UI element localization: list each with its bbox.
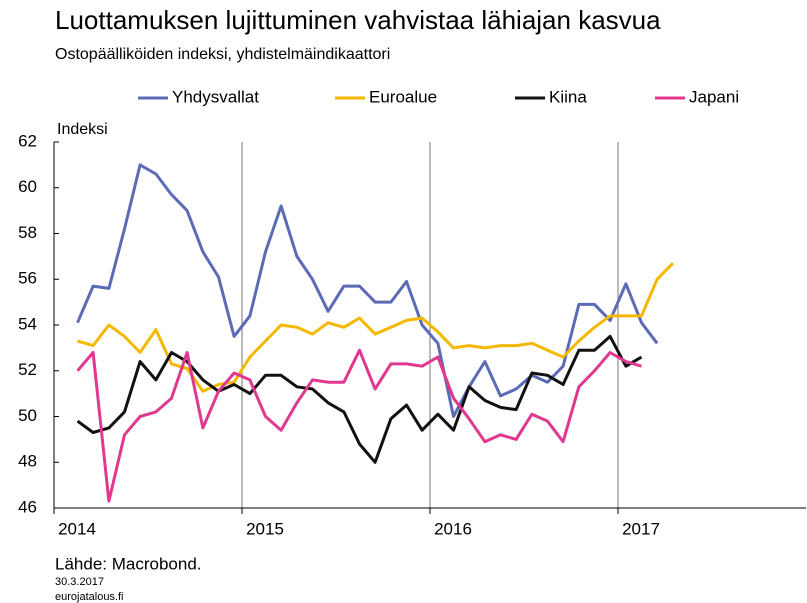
y-axis-label: Indeksi	[57, 121, 108, 138]
y-tick-label: 46	[18, 497, 37, 516]
y-tick-label: 48	[18, 452, 37, 471]
series-line	[76, 163, 659, 418]
y-tick-label: 52	[18, 360, 37, 379]
series-line	[77, 262, 674, 393]
date: 30.3.2017	[55, 576, 104, 588]
y-tick-label: 62	[18, 131, 37, 150]
x-tick-label: 2015	[246, 519, 284, 538]
y-tick-label: 50	[18, 406, 37, 425]
series-line	[76, 334, 643, 464]
site: eurojatalous.fi	[55, 591, 124, 603]
legend-label: Euroalue	[369, 87, 437, 106]
series-line	[76, 348, 642, 503]
chart-title: Luottamuksen lujittuminen vahvistaa lähi…	[55, 5, 661, 35]
y-tick-label: 58	[18, 223, 37, 242]
chart-subtitle: Ostopäälliköiden indeksi, yhdistelmäindi…	[55, 46, 390, 63]
y-tick-label: 56	[18, 269, 37, 288]
legend-label: Kiina	[549, 87, 587, 106]
x-tick-label: 2016	[434, 519, 472, 538]
y-tick-label: 54	[18, 314, 37, 333]
legend-label: Japani	[689, 87, 739, 106]
x-tick-label: 2017	[622, 519, 660, 538]
legend-label: Yhdysvallat	[172, 87, 259, 106]
source: Lähde: Macrobond.	[55, 554, 202, 573]
y-tick-label: 60	[18, 177, 37, 196]
x-tick-label: 2014	[58, 519, 96, 538]
